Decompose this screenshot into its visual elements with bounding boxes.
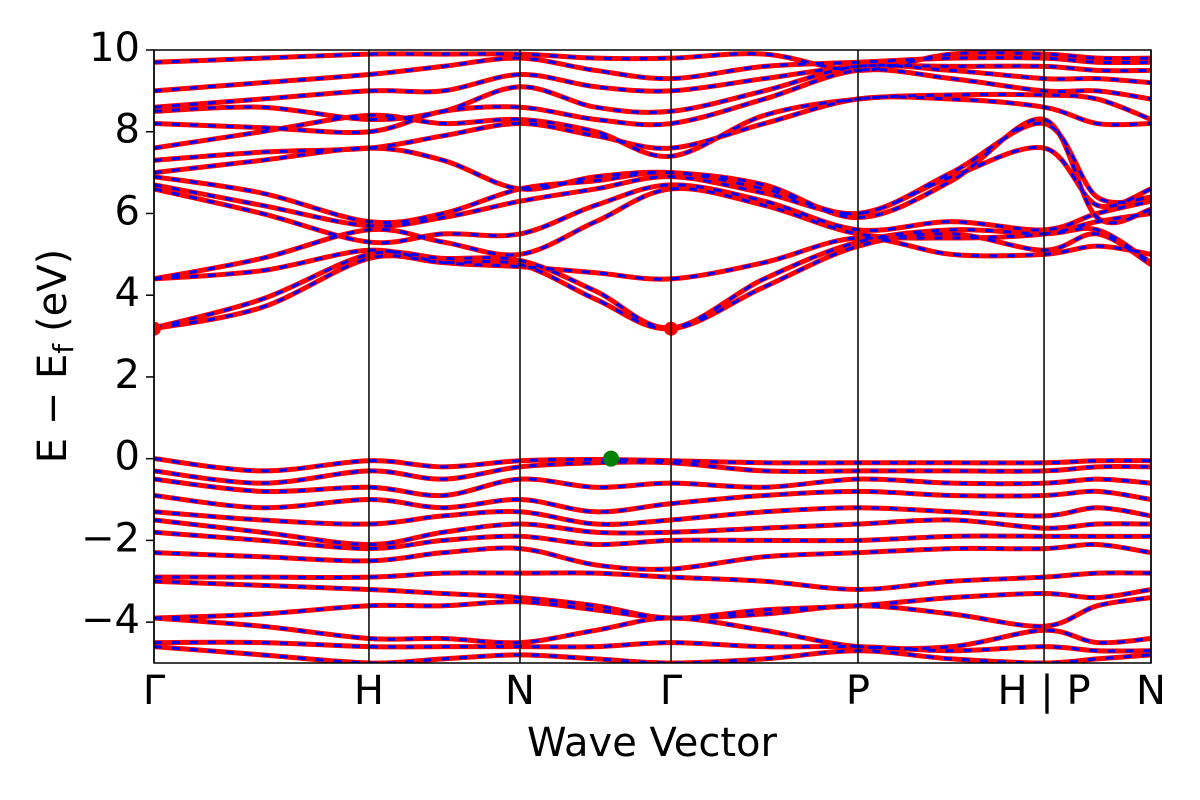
- band: [154, 596, 1151, 628]
- y-axis-label: E − Ef (eV): [30, 249, 80, 464]
- x-tick-label: Γ: [660, 668, 683, 714]
- plot-area: [154, 50, 1151, 663]
- band: [154, 460, 1151, 485]
- x-axis-label: Wave Vector: [527, 720, 778, 766]
- band: [154, 488, 1151, 515]
- band: [154, 187, 1151, 281]
- band: [154, 518, 1151, 546]
- y-label-sub: f: [47, 343, 80, 354]
- band: [154, 117, 1151, 225]
- cbm-marker: [154, 321, 161, 336]
- y-tick-label: 6: [115, 188, 140, 234]
- y-tick-label: 10: [89, 25, 140, 71]
- x-tick-label: N: [1136, 668, 1166, 714]
- band: [154, 236, 1151, 281]
- y-tick-label: 4: [115, 270, 140, 316]
- band: [154, 183, 1151, 245]
- vbm-marker: [603, 450, 620, 467]
- x-tick-label: N: [505, 668, 535, 714]
- y-tick-label: −2: [81, 515, 140, 561]
- band: [154, 95, 1151, 162]
- band: [154, 616, 1151, 651]
- x-tick-label: Γ: [143, 668, 166, 714]
- y-tick-label: 2: [115, 352, 140, 398]
- y-tick-label: −4: [81, 597, 140, 643]
- x-tick-label: P: [846, 668, 870, 714]
- band: [154, 457, 1151, 473]
- band: [154, 489, 1151, 514]
- y-label-unit: (eV): [30, 249, 76, 332]
- band: [154, 530, 1151, 551]
- x-tick-label: H | P: [997, 668, 1090, 714]
- y-label-main: E − E: [30, 354, 76, 464]
- band: [154, 477, 1151, 498]
- y-tick-label: 0: [115, 434, 140, 480]
- band: [154, 63, 1151, 122]
- x-tick-label: H: [354, 668, 384, 714]
- y-tick-label: 8: [115, 107, 140, 153]
- band: [154, 68, 1151, 134]
